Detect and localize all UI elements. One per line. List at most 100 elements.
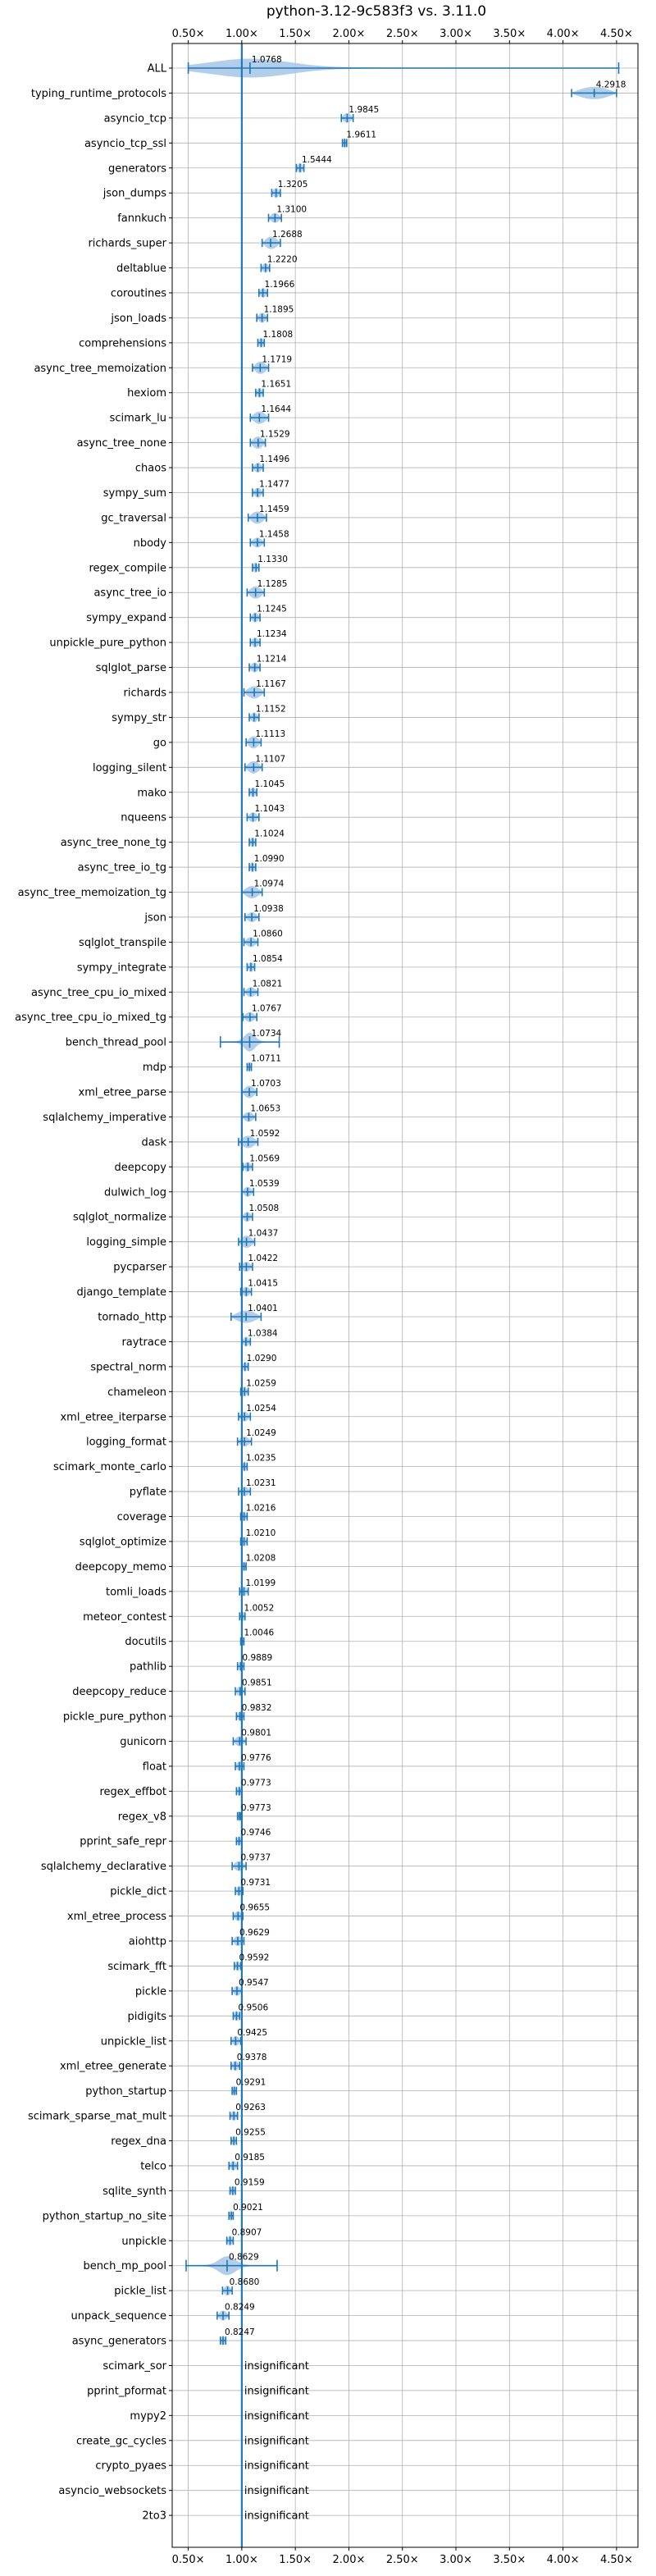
benchmark-label: dask <box>141 1136 166 1149</box>
value-label: 1.1043 <box>254 804 285 814</box>
value-label: 0.9592 <box>239 1953 270 1962</box>
benchmark-label: scimark_monte_carlo <box>53 1461 166 1473</box>
insignificant-label: insignificant <box>244 2460 309 2473</box>
benchmark-label: go <box>153 737 166 749</box>
chart-title: python-3.12-9c583f3 vs. 3.11.0 <box>266 3 486 20</box>
benchmark-label: sympy_str <box>112 712 166 724</box>
benchmark-label: asyncio_tcp_ssl <box>84 138 166 150</box>
benchmark-label: json <box>144 911 166 924</box>
benchmark-label: async_tree_none_tg <box>61 837 166 849</box>
value-label: 0.9731 <box>240 1878 271 1888</box>
benchmark-label: docutils <box>125 1636 166 1648</box>
value-label: 1.1234 <box>257 629 287 639</box>
benchmark-label: nqueens <box>121 812 166 824</box>
benchmark-label: deepcopy_reduce <box>72 1686 166 1698</box>
benchmark-label: unpickle_list <box>101 2035 166 2048</box>
benchmark-label: regex_compile <box>89 562 166 574</box>
benchmark-label: regex_v8 <box>118 1811 166 1823</box>
benchmark-label: deepcopy_memo <box>75 1561 166 1573</box>
benchmark-label: nbody <box>134 537 167 550</box>
value-label: 1.1529 <box>260 430 290 440</box>
benchmark-label: spectral_norm <box>90 1361 166 1373</box>
value-label: 1.1458 <box>259 529 289 539</box>
benchmark-label: pprint_safe_repr <box>80 1836 166 1848</box>
value-label: 1.0653 <box>250 1103 280 1113</box>
value-label: 1.3100 <box>276 205 307 215</box>
value-label: 0.8680 <box>230 2277 260 2287</box>
value-label: 0.9776 <box>241 1753 271 1763</box>
benchmark-label: pickle_dict <box>110 1886 166 1898</box>
value-label: 0.9291 <box>236 2078 266 2088</box>
benchmark-label: raytrace <box>121 1336 166 1349</box>
benchmark-label: float <box>143 1761 166 1773</box>
value-label: 1.1107 <box>255 754 285 764</box>
insignificant-label: insignificant <box>244 2385 309 2397</box>
x-tick-label-bottom: 1.00× <box>226 2554 258 2566</box>
value-label: 1.9611 <box>346 130 376 139</box>
value-label: 0.9889 <box>242 1653 272 1663</box>
value-label: 1.0235 <box>246 1454 276 1464</box>
value-label: 0.9629 <box>239 1928 270 1938</box>
value-label: 1.0974 <box>254 879 285 889</box>
value-label: 1.0990 <box>254 854 285 864</box>
value-label: 1.1214 <box>257 655 287 665</box>
insignificant-label: insignificant <box>244 2435 309 2447</box>
benchmark-label: tomli_loads <box>106 1586 166 1598</box>
x-tick-label-bottom: 3.00× <box>440 2554 472 2566</box>
value-label: 0.8249 <box>225 2303 255 2313</box>
value-label: 0.9255 <box>235 2128 266 2138</box>
value-label: 1.0854 <box>253 954 283 964</box>
violin-layer <box>185 58 620 2345</box>
benchmark-label: json_loads <box>110 313 166 325</box>
benchmark-label: pidigits <box>128 2011 167 2023</box>
x-tick-label-bottom: 4.50× <box>600 2554 633 2566</box>
benchmark-label: xml_etree_iterparse <box>60 1411 166 1423</box>
value-label: 1.0703 <box>251 1079 281 1089</box>
value-label: 0.9655 <box>239 1903 270 1913</box>
value-label: 1.1330 <box>257 555 288 564</box>
value-label: 1.0249 <box>246 1428 276 1438</box>
benchmark-label: gc_traversal <box>101 512 166 524</box>
benchmark-label: async_tree_io <box>93 587 166 600</box>
x-tick-label-top: 2.00× <box>333 28 366 40</box>
value-label: 0.9185 <box>235 2153 265 2163</box>
benchmark-label: meteor_contest <box>83 1611 166 1624</box>
benchmark-label: pycparser <box>113 1262 166 1274</box>
value-label: 1.1651 <box>261 380 291 390</box>
value-label: 1.0384 <box>248 1328 278 1338</box>
benchmark-label: sqlalchemy_imperative <box>43 1112 166 1124</box>
benchmark-label: mypy2 <box>130 2410 166 2423</box>
x-tick-label-top: 3.00× <box>440 28 472 40</box>
benchmark-label: tornado_http <box>98 1312 166 1324</box>
benchmark-label: deltablue <box>116 263 166 275</box>
benchmark-label: asyncio_websockets <box>58 2485 166 2497</box>
benchmark-label: fannkuch <box>117 212 166 225</box>
value-label: 0.8907 <box>232 2227 262 2237</box>
benchmark-label: xml_etree_parse <box>79 1087 166 1099</box>
benchmark-label: aiohttp <box>129 1936 166 1948</box>
benchmark-label: bench_thread_pool <box>66 1037 166 1049</box>
value-label: 1.0259 <box>246 1378 276 1388</box>
benchmark-label: async_tree_memoization_tg <box>18 887 166 899</box>
x-tick-label-bottom: 4.00× <box>547 2554 580 2566</box>
value-label: 1.1808 <box>262 330 293 340</box>
value-label: 1.0415 <box>248 1279 278 1289</box>
value-label: 0.9737 <box>240 1853 271 1863</box>
benchmark-label: python_startup_no_site <box>43 2210 166 2222</box>
benchmark-label: sympy_integrate <box>77 961 166 974</box>
insignificant-label: insignificant <box>244 2510 309 2523</box>
value-label: 1.1966 <box>265 280 295 290</box>
value-label: 1.1459 <box>259 505 289 514</box>
x-tick-label-top: 3.50× <box>493 28 526 40</box>
value-label: 1.1644 <box>261 404 291 414</box>
benchmark-label: dulwich_log <box>104 1186 166 1199</box>
benchmark-label: sympy_expand <box>86 612 166 624</box>
value-label: 0.9851 <box>242 1679 272 1688</box>
benchmark-label: async_tree_cpu_io_mixed <box>31 987 166 999</box>
benchmark-label: crypto_pyaes <box>95 2460 166 2473</box>
value-label: 1.1477 <box>259 479 289 489</box>
benchmark-label: richards <box>124 687 167 700</box>
benchmark-label: sqlglot_transpile <box>79 937 166 949</box>
value-label: 0.9773 <box>241 1803 271 1813</box>
